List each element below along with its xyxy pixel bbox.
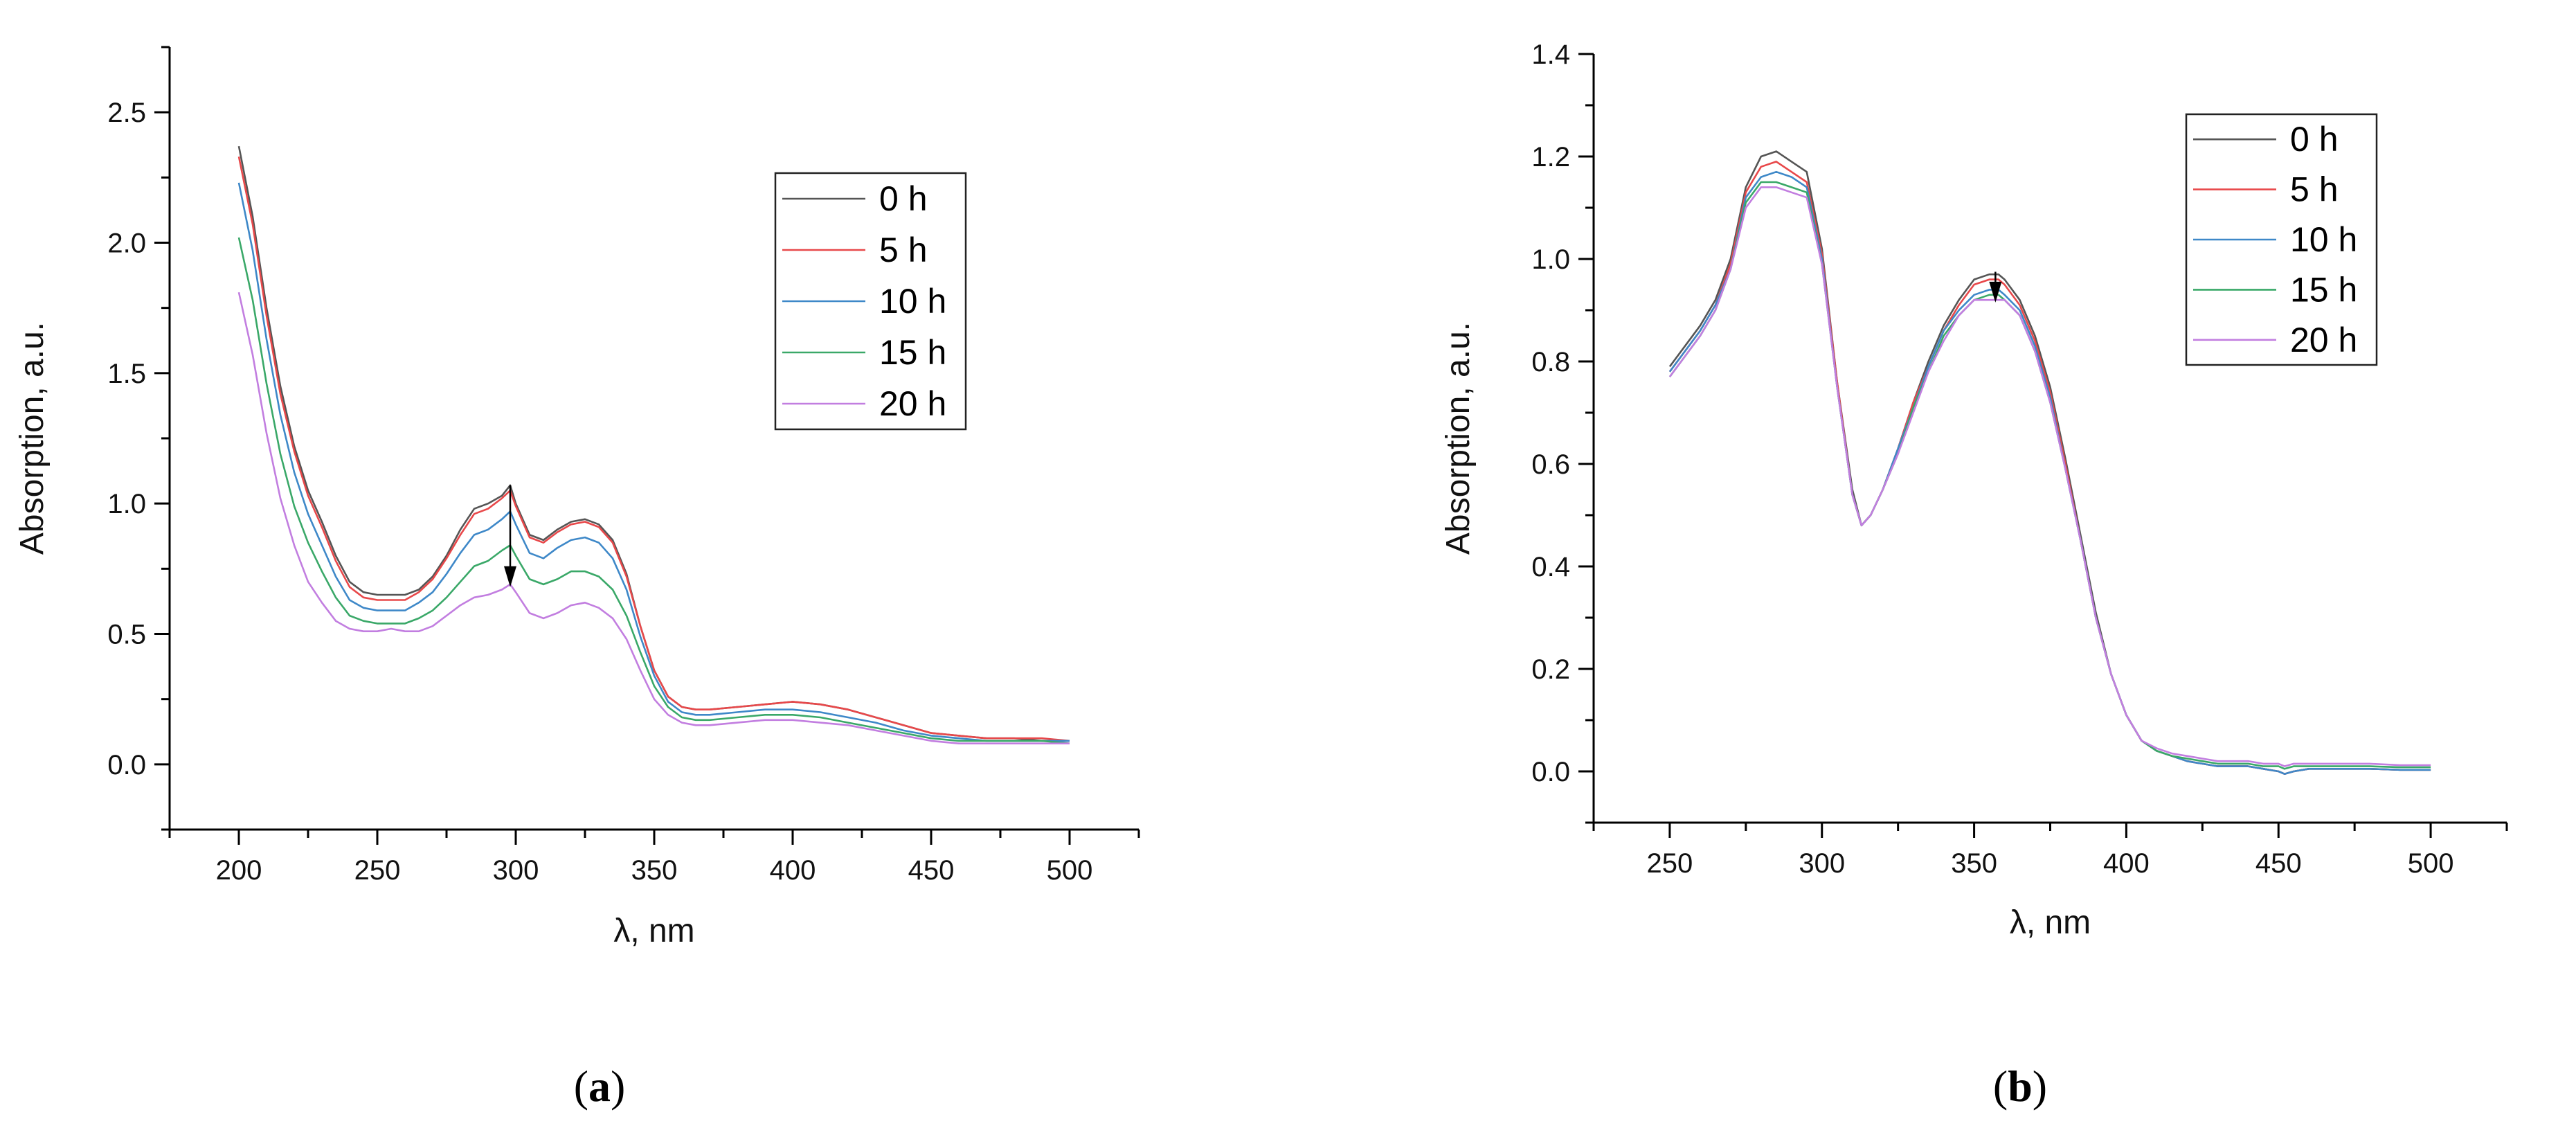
panel-b-legend-label: 5 h xyxy=(2290,170,2339,209)
panel-b-chart: 250 300 350 400 450 500 0.0 0.2 0.4 0.6 0.8 1.0 1.2 1… xyxy=(1440,39,2508,941)
panel-a-y-tick-label: 0.5 xyxy=(107,620,146,650)
panel-a-legend-label: 20 h xyxy=(879,384,946,423)
panel-a-x-tick-label: 300 xyxy=(493,855,539,886)
panel-b-legend-label: 15 h xyxy=(2290,270,2357,309)
panel-b-x-tick-label: 400 xyxy=(2103,848,2150,879)
panel-a-y-tick-label: 1.5 xyxy=(107,359,146,389)
panel-b-series-line-20h xyxy=(1668,186,2431,767)
panel-b-x-tick-label: 450 xyxy=(2255,848,2302,879)
panel-a-arrow-head xyxy=(504,566,516,587)
panel-b-y-tick-label: 1.2 xyxy=(1531,142,1570,172)
panel-a-caption-letter: a xyxy=(588,1062,611,1111)
panel-a-legend-label: 15 h xyxy=(879,333,946,372)
panel-a-y-tick-label: 2.5 xyxy=(107,98,146,128)
panel-b-legend-label: 0 h xyxy=(2290,120,2339,159)
panel-b-x-tick-label: 300 xyxy=(1799,848,1845,879)
panel-a-legend-label: 5 h xyxy=(879,231,928,269)
panel-a-y-tick-label: 1.0 xyxy=(107,489,146,519)
panel-b-caption: (b) xyxy=(1993,1062,2047,1111)
panel-a-y-axis-title: Absorption, a.u. xyxy=(14,322,51,555)
panel-b-x-tick-label: 350 xyxy=(1951,848,1997,879)
panel-b-y-axis-title: Absorption, a.u. xyxy=(1440,322,1477,555)
panel-a-caption: (a) xyxy=(574,1062,626,1111)
panel-a-x-tick-label: 400 xyxy=(770,855,816,886)
panel-a-series-line-20h xyxy=(237,292,1070,744)
panel-a-x-axis-title: λ, nm xyxy=(613,913,694,949)
panel-b-x-tick-label: 500 xyxy=(2408,848,2454,879)
panel-a-legend-label: 0 h xyxy=(879,179,928,218)
panel-a-chart: 200 250 300 350 400 450 500 0.0 0.5 1.0 1.5 2.0 2.5 λ… xyxy=(14,46,1140,949)
panel-b-series-line-10h xyxy=(1668,170,2431,775)
panel-b-x-tick-label: 250 xyxy=(1647,848,1693,879)
panel-a-x-tick-label: 500 xyxy=(1047,855,1093,886)
panel-b-arrow-head xyxy=(1989,281,2002,303)
panel-b-y-tick-label: 0.8 xyxy=(1531,347,1570,377)
panel-a-y-tick-label: 0.0 xyxy=(107,750,146,780)
panel-a-series-line-5h xyxy=(237,156,1070,742)
panel-a-x-tick-label: 250 xyxy=(354,855,401,886)
panel-a-x-tick-label: 200 xyxy=(216,855,262,886)
panel-b-legend-label: 20 h xyxy=(2290,321,2357,359)
panel-b-y-tick-label: 0.4 xyxy=(1531,552,1570,582)
panel-b-legend-label: 10 h xyxy=(2290,220,2357,259)
panel-a-series-line-10h xyxy=(237,182,1070,742)
panel-b-y-tick-label: 1.4 xyxy=(1531,39,1570,70)
panel-b-y-tick-label: 0.2 xyxy=(1531,654,1570,685)
panel-a-x-tick-label: 350 xyxy=(631,855,678,886)
panel-b-caption-letter: b xyxy=(2008,1062,2033,1111)
panel-a-series-line-15h xyxy=(237,237,1070,744)
panel-b-x-axis-title: λ, nm xyxy=(2010,904,2091,941)
panel-b-y-tick-label: 0.6 xyxy=(1531,449,1570,480)
panel-a-legend-label: 10 h xyxy=(879,282,946,321)
panel-b-y-tick-label: 0.0 xyxy=(1531,757,1570,787)
panel-a-x-tick-label: 450 xyxy=(908,855,955,886)
panel-a-y-tick-label: 2.0 xyxy=(107,229,146,259)
panel-b-y-tick-label: 1.0 xyxy=(1531,244,1570,275)
